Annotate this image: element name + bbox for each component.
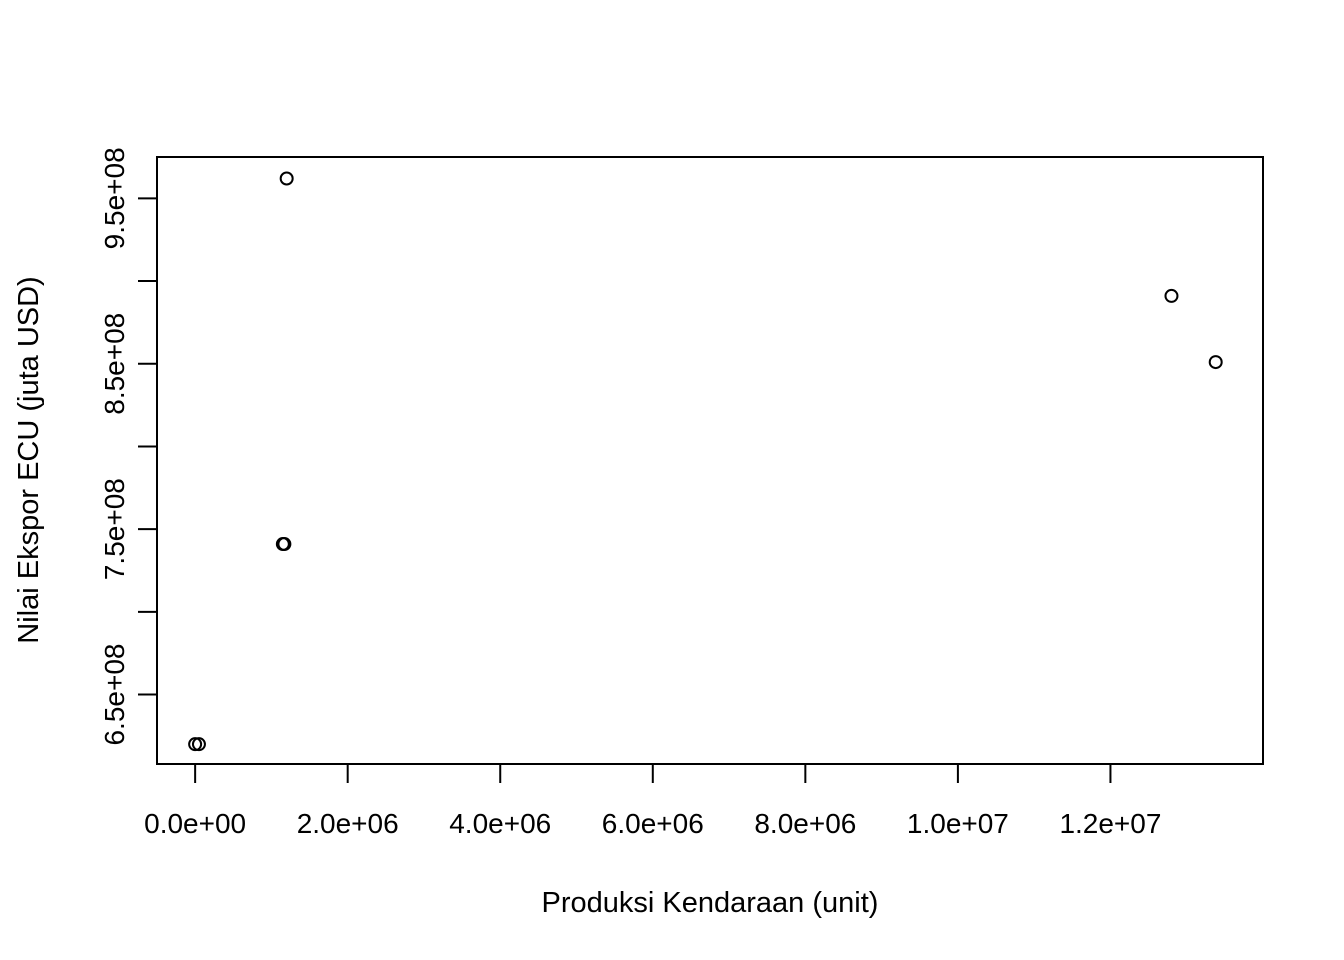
x-tick-label: 6.0e+06 (602, 808, 704, 839)
y-tick-label: 8.5e+08 (99, 313, 130, 415)
x-tick-label: 1.0e+07 (907, 808, 1009, 839)
x-axis-label: Produksi Kendaraan (unit) (542, 887, 879, 919)
y-axis-label: Nilai Ekspor ECU (juta USD) (13, 276, 45, 643)
x-tick-label: 4.0e+06 (449, 808, 551, 839)
x-tick-label: 2.0e+06 (297, 808, 399, 839)
data-point (188, 737, 203, 752)
plot-frame (156, 156, 1264, 765)
data-points (188, 171, 1223, 752)
data-point (1164, 288, 1179, 303)
x-tick-label: 0.0e+00 (144, 808, 246, 839)
x-axis: 0.0e+00 2.0e+06 4.0e+06 6.0e+06 8.0e+06 1.0e+… (144, 763, 1161, 839)
x-tick-label: 1.2e+07 (1059, 808, 1161, 839)
x-tick-label: 8.0e+06 (754, 808, 856, 839)
data-point (277, 537, 292, 552)
y-tick-label: 7.5e+08 (99, 478, 130, 580)
data-point (191, 737, 206, 752)
y-tick-label: 6.5e+08 (99, 644, 130, 746)
data-point (1208, 355, 1223, 370)
data-point (279, 171, 294, 186)
y-axis: 6.5e+08 7.5e+08 8.5e+08 9.5e+08 (99, 147, 158, 746)
y-tick-label: 9.5e+08 (99, 147, 130, 249)
